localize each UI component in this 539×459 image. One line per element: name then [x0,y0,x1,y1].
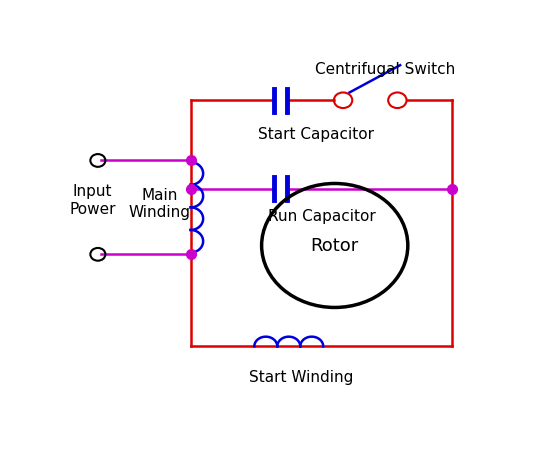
Text: Run Capacitor: Run Capacitor [268,208,376,224]
Text: Start Capacitor: Start Capacitor [258,127,374,142]
Text: Rotor: Rotor [310,237,359,255]
Text: Centrifugal Switch: Centrifugal Switch [315,62,455,77]
Text: Main
Winding: Main Winding [128,187,190,220]
Text: Input
Power: Input Power [69,184,116,216]
Text: Start Winding: Start Winding [249,369,354,384]
